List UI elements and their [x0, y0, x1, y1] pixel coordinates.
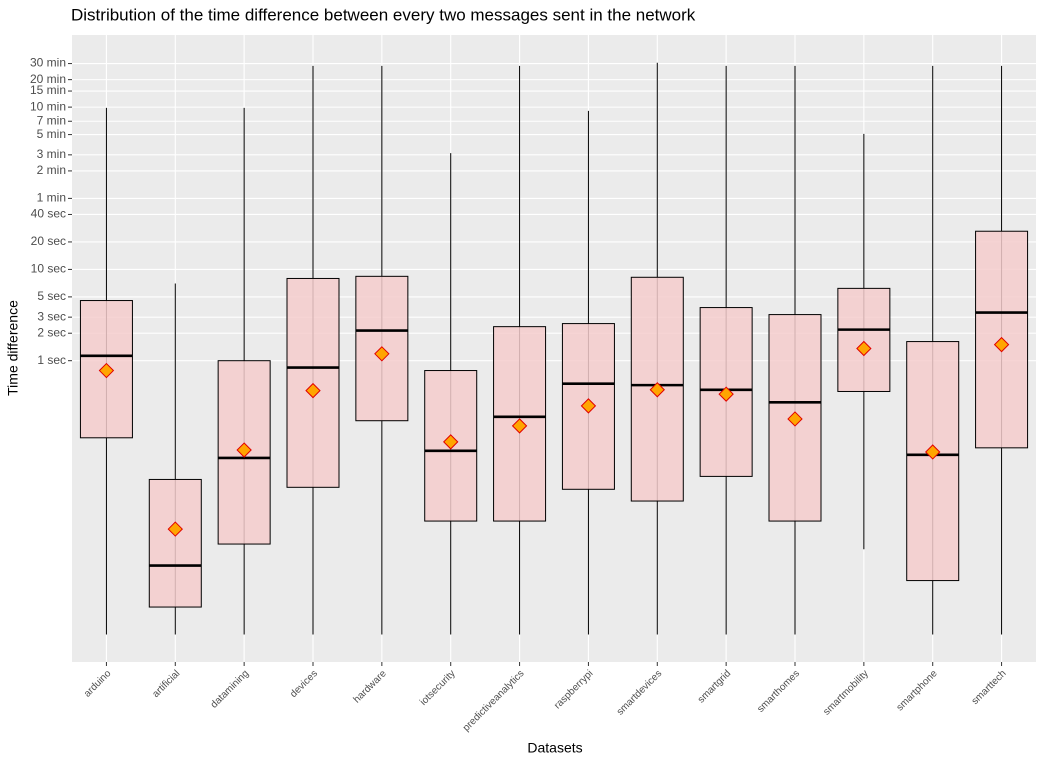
mean-marker [443, 434, 459, 450]
mean-marker [993, 336, 1010, 353]
x-tick-label: raspberrypi [552, 668, 595, 711]
y-tick-label: 10 min [30, 99, 66, 113]
x-tick-label: arduino [82, 668, 114, 700]
y-tick-label: 5 min [37, 127, 66, 141]
mean-marker [856, 340, 872, 357]
y-tick-label: 3 sec [37, 309, 66, 323]
y-tick-label: 7 min [37, 113, 66, 127]
plot-background [72, 35, 1036, 662]
x-tick-label: predictiveanalytics [461, 668, 527, 734]
x-tick-label: smarttech [970, 668, 1009, 707]
y-tick-label: 40 sec [31, 207, 66, 221]
x-tick-label: hardware [352, 668, 390, 706]
mean-marker [580, 398, 597, 414]
box [906, 341, 960, 582]
x-tick-label: smartphone [895, 668, 940, 713]
y-tick-label: 2 sec [37, 325, 66, 339]
y-tick-label: 20 min [30, 72, 66, 86]
box [148, 478, 202, 608]
mean-marker [511, 418, 528, 434]
x-tick-label: smarthomes [755, 668, 802, 715]
mean-marker [305, 382, 321, 399]
mean-marker [236, 442, 252, 458]
x-tick-label: artificial [151, 668, 183, 700]
y-tick-label: 1 sec [37, 353, 66, 367]
mean-marker [374, 346, 390, 362]
x-tick-label: devices [288, 668, 320, 700]
mean-marker [167, 521, 183, 537]
x-axis-label: Datasets [527, 740, 582, 756]
mean-marker [787, 411, 803, 427]
x-tick-label: smartmobility [821, 668, 870, 717]
y-tick-label: 5 sec [37, 289, 66, 303]
y-tick-label: 30 min [30, 56, 66, 70]
y-tick-label: 15 min [30, 83, 66, 97]
mean-marker [649, 382, 665, 398]
y-tick-label: 20 sec [31, 234, 66, 248]
chart-title: Distribution of the time difference betw… [71, 5, 696, 24]
box [286, 277, 340, 488]
mean-marker [718, 386, 734, 402]
y-tick-label: 2 min [37, 163, 66, 177]
y-axis-label: Time difference [5, 300, 21, 396]
mean-marker [98, 362, 115, 379]
y-tick-label: 1 min [37, 191, 66, 205]
y-tick-label: 10 sec [31, 262, 66, 276]
y-tick-label: 3 min [37, 147, 66, 161]
x-tick-label: smartdevices [615, 668, 664, 717]
x-tick-label: iotsecurity [418, 668, 458, 708]
x-tick-label: smartgrid [696, 668, 733, 705]
box [837, 287, 891, 392]
mean-marker [925, 444, 941, 460]
x-tick-label: datamining [209, 668, 251, 710]
